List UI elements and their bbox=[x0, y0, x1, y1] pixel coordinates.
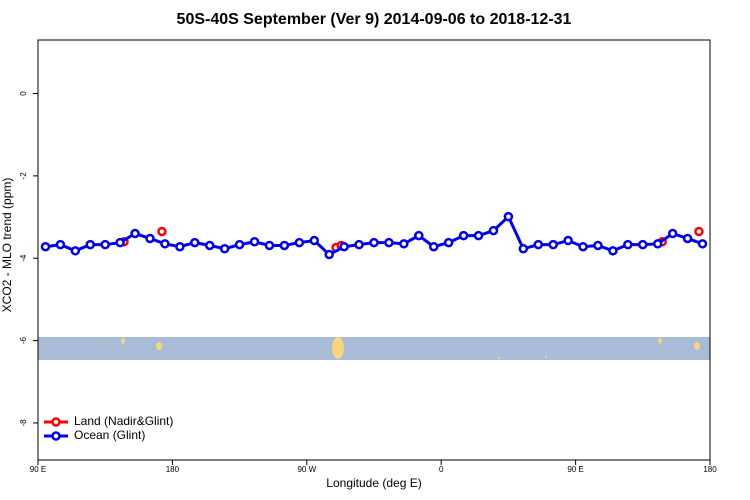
data-point bbox=[414, 230, 424, 241]
data-point bbox=[428, 241, 439, 252]
data-point bbox=[160, 239, 170, 249]
data-point bbox=[638, 239, 648, 250]
data-point bbox=[219, 244, 230, 254]
data-point bbox=[694, 226, 704, 237]
data-point bbox=[578, 241, 588, 252]
x-tick-label: 180 bbox=[703, 465, 717, 474]
data-point bbox=[384, 237, 394, 248]
data-point bbox=[264, 240, 275, 251]
y-axis-label: XCO2 - MLO trend (ppm) bbox=[0, 178, 14, 313]
data-point bbox=[175, 241, 185, 252]
data-point bbox=[309, 235, 320, 246]
legend-label: Land (Nadir&Glint) bbox=[74, 414, 173, 428]
data-point bbox=[533, 239, 544, 250]
legend-label: Ocean (Glint) bbox=[74, 428, 145, 442]
data-point bbox=[369, 237, 379, 248]
data-point bbox=[548, 239, 558, 250]
x-tick-label: 90 W bbox=[297, 465, 316, 474]
x-axis-label: Longitude (deg E) bbox=[326, 476, 421, 490]
land-ocean-strip bbox=[38, 337, 710, 360]
data-point bbox=[458, 230, 469, 241]
data-point bbox=[473, 230, 484, 241]
data-point bbox=[667, 228, 678, 239]
y-tick-label: -6 bbox=[19, 336, 28, 344]
y-tick-label: 0 bbox=[19, 91, 28, 96]
data-point bbox=[697, 239, 708, 249]
data-point bbox=[354, 239, 364, 250]
x-tick-label: 0 bbox=[439, 465, 444, 474]
data-point bbox=[145, 233, 155, 244]
x-tick-label: 90 E bbox=[567, 465, 583, 474]
data-point bbox=[190, 237, 200, 248]
data-point bbox=[40, 241, 51, 252]
data-point bbox=[682, 233, 693, 244]
data-point bbox=[399, 239, 409, 249]
data-point bbox=[563, 235, 573, 246]
data-point bbox=[85, 239, 96, 250]
y-tick-label: -8 bbox=[19, 419, 28, 427]
y-tick-label: -4 bbox=[19, 254, 28, 262]
data-point bbox=[100, 239, 110, 250]
data-point bbox=[204, 240, 215, 251]
data-point bbox=[157, 226, 167, 237]
data-point bbox=[234, 239, 245, 250]
data-point bbox=[593, 240, 603, 251]
data-point bbox=[608, 246, 618, 256]
data-point bbox=[652, 239, 663, 249]
legend-marker bbox=[51, 431, 61, 441]
data-point bbox=[294, 237, 305, 248]
data-point bbox=[130, 228, 140, 239]
data-point bbox=[518, 244, 529, 254]
data-point bbox=[623, 239, 633, 250]
data-point bbox=[488, 225, 499, 236]
x-tick-label: 90 E bbox=[30, 465, 46, 474]
chart-title: 50S-40S September (Ver 9) 2014-09-06 to … bbox=[177, 11, 572, 28]
x-tick-label: 180 bbox=[166, 465, 180, 474]
data-point bbox=[279, 240, 290, 251]
y-tick-label: -2 bbox=[19, 172, 28, 180]
plot-frame bbox=[37, 39, 711, 461]
data-point bbox=[115, 237, 125, 248]
data-point bbox=[324, 249, 334, 260]
data-point bbox=[339, 241, 349, 252]
data-point bbox=[249, 237, 260, 247]
legend-marker bbox=[51, 417, 61, 427]
data-point bbox=[70, 246, 81, 256]
data-point bbox=[503, 211, 514, 222]
data-point bbox=[443, 237, 454, 248]
data-point bbox=[55, 239, 66, 250]
